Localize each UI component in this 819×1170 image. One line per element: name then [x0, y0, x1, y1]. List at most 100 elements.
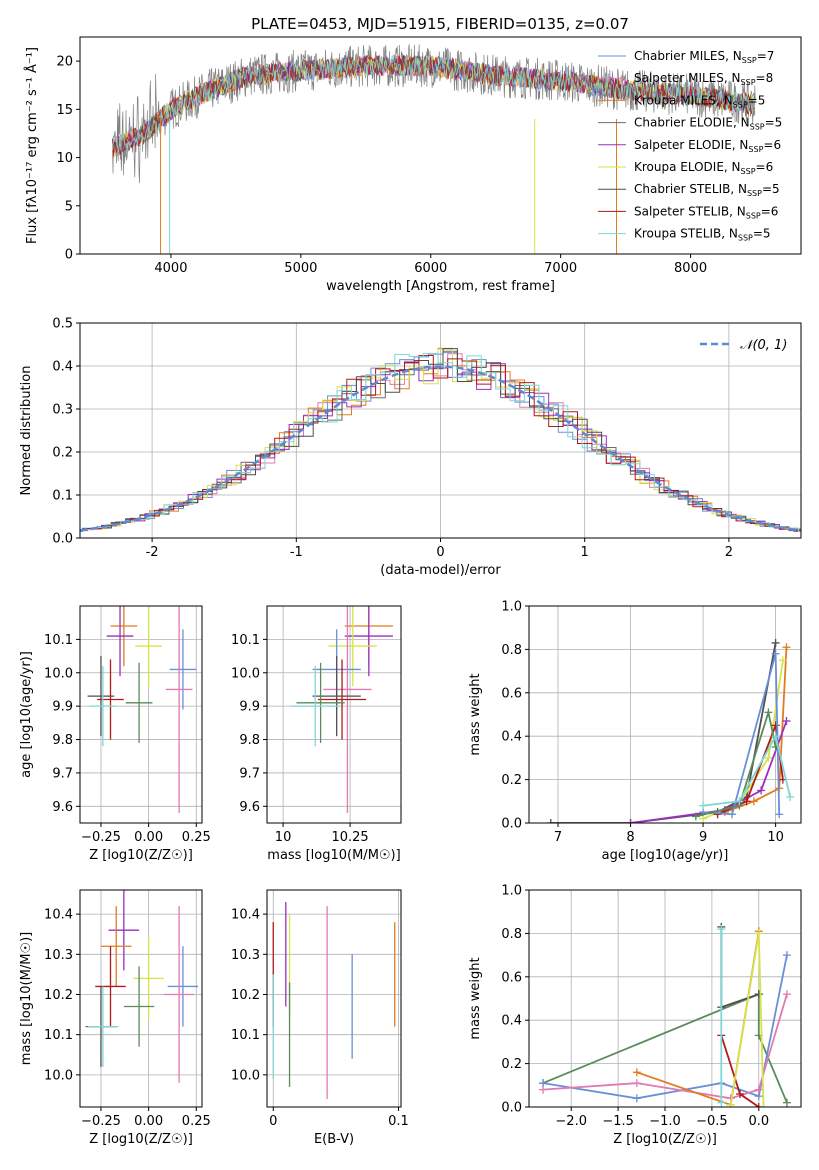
age_vs_Z-plot-area	[80, 606, 202, 823]
y-tick-label: 10.0	[231, 1068, 260, 1083]
legend-subscript: SSP	[742, 56, 757, 65]
x-tick-label: 0.0	[748, 1114, 769, 1129]
mass_vs_EBV-panel	[267, 890, 401, 1107]
legend-count: =5	[753, 227, 771, 241]
x-axis-label: mass [log10(M/M☉)]	[267, 848, 400, 863]
legend-label: Salpeter MILES, NSSP=8	[634, 71, 773, 87]
mass_vs_Z-plot-area	[80, 890, 202, 1107]
y-tick-label: 0.2	[501, 773, 522, 788]
legend-subscript: SSP	[746, 211, 761, 220]
y-tick-label: 9.7	[52, 766, 73, 781]
y-tick-label: 0.4	[52, 360, 73, 375]
legend-subscript: SSP	[750, 123, 765, 132]
legend-count: =5	[762, 182, 780, 196]
y-tick-label: 0.3	[52, 403, 73, 418]
legend-label: Salpeter ELODIE, NSSP=6	[634, 138, 781, 154]
legend-count: =6	[756, 160, 774, 174]
y-axis-label: mass weight	[468, 673, 483, 755]
x-tick-label: 8000	[674, 261, 707, 276]
massweight_vs_Z-panel	[529, 890, 801, 1107]
age_vs_Z-panel	[80, 606, 202, 823]
x-axis-label: E(B-V)	[314, 1132, 354, 1147]
spectrum-panel	[112, 44, 756, 254]
plot-frame	[79, 889, 203, 1108]
y-tick-label: 10.1	[231, 633, 260, 648]
x-tick-label: 10.25	[331, 830, 368, 845]
x-tick-label: −0.25	[81, 1114, 121, 1129]
x-axis-label: Z [log10(Z/Z☉)]	[613, 1132, 717, 1147]
mass_vs_Z-panel	[80, 890, 202, 1107]
x-tick-label: 9	[699, 830, 707, 845]
x-tick-label: 5000	[284, 261, 317, 276]
y-tick-label: 10.4	[44, 908, 73, 923]
plot-frame	[266, 889, 402, 1108]
y-tick-label: 10.1	[44, 633, 73, 648]
y-tick-label: 9.9	[239, 700, 260, 715]
legend-label: Kroupa MILES, NSSP=5	[634, 93, 765, 109]
y-tick-label: 10.1	[231, 1028, 260, 1043]
y-tick-label: 0.0	[501, 1101, 522, 1116]
x-tick-label: 0	[436, 545, 444, 560]
y-tick-label: 9.8	[239, 733, 260, 748]
residuals-panel	[80, 323, 801, 538]
x-tick-label: 0.25	[182, 830, 211, 845]
x-axis-label: age [log10(age/yr)]	[602, 848, 729, 863]
y-tick-label: 10.3	[231, 948, 260, 963]
x-tick-label: 8	[626, 830, 634, 845]
y-tick-label: 0.4	[501, 730, 522, 745]
histogram-step	[80, 355, 801, 532]
model-spectrum-line	[112, 55, 756, 156]
y-tick-label: 20	[56, 55, 73, 70]
massweight_vs_age-panel	[529, 606, 801, 823]
legend-label: Chabrier MILES, NSSP=7	[634, 49, 774, 65]
y-tick-label: 10.0	[44, 1068, 73, 1083]
legend-subscript: SSP	[733, 100, 748, 109]
x-tick-label: −0.5	[696, 1114, 728, 1129]
y-tick-label: 0	[65, 248, 73, 263]
figure-title: PLATE=0453, MJD=51915, FIBERID=0135, z=0…	[251, 15, 629, 33]
legend-count: =5	[765, 116, 783, 130]
x-tick-label: 0.25	[182, 1114, 211, 1129]
plot-frame	[266, 605, 402, 824]
x-tick-label: 0	[269, 1114, 277, 1129]
massweight_vs_age-plot-area	[529, 606, 801, 823]
y-tick-label: 0.5	[52, 317, 73, 332]
y-tick-label: 0.0	[52, 532, 73, 547]
x-tick-label: 10	[767, 830, 784, 845]
x-tick-label: 0.00	[134, 830, 163, 845]
y-axis-label: Normed distribution	[19, 366, 34, 496]
x-tick-label: -2	[146, 545, 159, 560]
legend-subscript: SSP	[747, 189, 762, 198]
y-tick-label: 9.9	[52, 700, 73, 715]
normal-curve	[80, 365, 801, 532]
y-tick-label: 10.1	[44, 1028, 73, 1043]
y-tick-label: 0.4	[501, 1014, 522, 1029]
x-axis-label: Z [log10(Z/Z☉)]	[89, 848, 193, 863]
y-tick-label: 5	[65, 199, 73, 214]
spectrum-plot-area	[112, 44, 756, 254]
legend-subscript: SSP	[748, 145, 763, 154]
y-tick-label: 9.8	[52, 733, 73, 748]
y-tick-label: 10.4	[231, 908, 260, 923]
x-tick-label: −1.5	[602, 1114, 634, 1129]
y-tick-label: 0.6	[501, 970, 522, 985]
x-axis-label: wavelength [Angstrom, rest frame]	[326, 279, 555, 294]
legend-count: =5	[748, 93, 766, 107]
y-tick-label: 10.0	[44, 666, 73, 681]
y-tick-label: 0.8	[501, 643, 522, 658]
y-axis-label: mass weight	[468, 957, 483, 1039]
legend-count: =6	[763, 138, 781, 152]
residuals-plot-area	[80, 323, 801, 538]
y-tick-label: 15	[56, 103, 73, 118]
x-axis-label: Z [log10(Z/Z☉)]	[89, 1132, 193, 1147]
legend-label: Kroupa STELIB, NSSP=5	[634, 227, 771, 243]
legend-label: 𝒩(0, 1)	[740, 338, 787, 353]
histogram-step	[80, 348, 801, 532]
y-tick-label: 9.6	[239, 800, 260, 815]
x-tick-label: 2	[725, 545, 733, 560]
y-tick-label: 0.1	[52, 489, 73, 504]
x-axis-label: (data-model)/error	[380, 563, 501, 578]
histogram-step	[80, 352, 801, 533]
y-tick-label: 10	[56, 151, 73, 166]
